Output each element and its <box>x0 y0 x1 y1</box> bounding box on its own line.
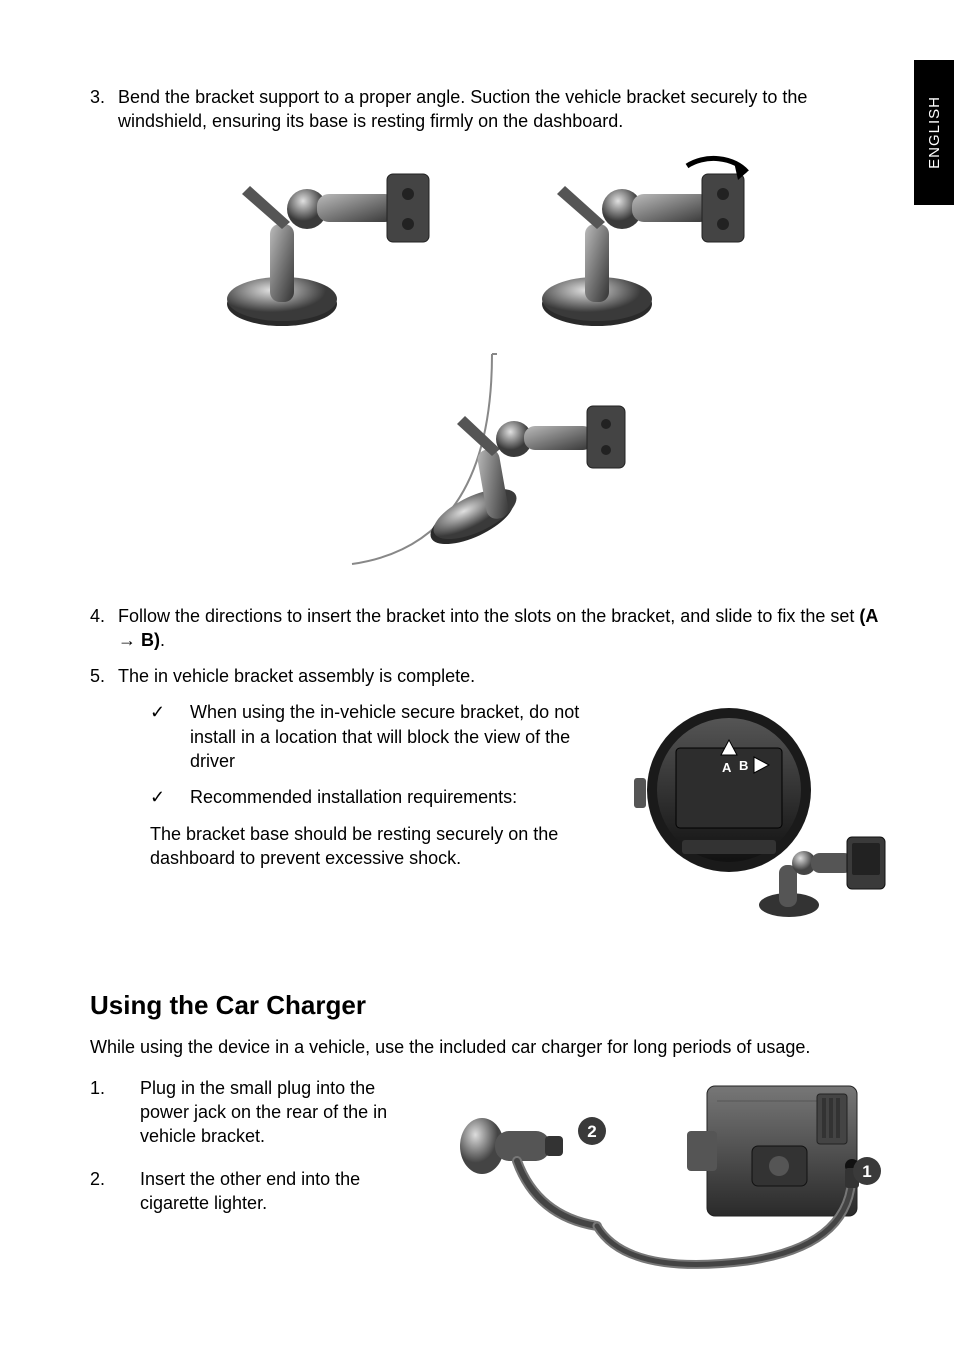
bracket-figure-row-2 <box>172 344 812 574</box>
step-4-number: 4. <box>90 604 118 653</box>
bracket-left-illustration <box>212 154 442 334</box>
check-icon: ✓ <box>150 700 190 773</box>
device-mount-illustration: A B <box>604 700 894 930</box>
check-item-2: ✓ Recommended installation requirements: <box>150 785 584 809</box>
step-4-text-a: Follow the directions to insert the brac… <box>118 606 859 626</box>
step-4-text-b: . <box>160 630 165 650</box>
step-5-left: ✓ When using the in-vehicle secure brack… <box>90 700 584 935</box>
charger-step-2-text: Insert the other end into the cigarette … <box>140 1167 420 1216</box>
step-3: 3. Bend the bracket support to a proper … <box>90 85 894 134</box>
charger-body: 1. Plug in the small plug into the power… <box>90 1076 894 1296</box>
charger-figure: 2 <box>440 1076 894 1296</box>
check-item-1: ✓ When using the in-vehicle secure brack… <box>150 700 584 773</box>
car-charger-illustration: 2 <box>447 1076 887 1296</box>
charger-steps: 1. Plug in the small plug into the power… <box>90 1076 420 1296</box>
step-4-text: Follow the directions to insert the brac… <box>118 604 894 653</box>
step-5-text: The in vehicle bracket assembly is compl… <box>118 664 894 688</box>
callout-1: 1 <box>862 1162 871 1181</box>
charger-step-1-text: Plug in the small plug into the power ja… <box>140 1076 420 1149</box>
step-5-number: 5. <box>90 664 118 688</box>
page-content: 3. Bend the bracket support to a proper … <box>0 0 954 1336</box>
step-5-para: The bracket base should be resting secur… <box>150 822 584 871</box>
label-a: A <box>722 760 732 775</box>
bracket-mounted-illustration <box>342 344 642 574</box>
check-icon: ✓ <box>150 785 190 809</box>
charger-step-1-num: 1. <box>90 1076 140 1149</box>
check-2-text: Recommended installation requirements: <box>190 785 584 809</box>
step-5: 5. The in vehicle bracket assembly is co… <box>90 664 894 688</box>
step-5-body: ✓ When using the in-vehicle secure brack… <box>90 700 894 935</box>
step-3-text: Bend the bracket support to a proper ang… <box>118 85 894 134</box>
callout-2: 2 <box>587 1122 596 1141</box>
step-3-number: 3. <box>90 85 118 134</box>
step-4: 4. Follow the directions to insert the b… <box>90 604 894 653</box>
charger-intro: While using the device in a vehicle, use… <box>90 1035 894 1059</box>
label-b: B <box>739 758 748 773</box>
charger-step-2: 2. Insert the other end into the cigaret… <box>90 1167 420 1216</box>
charger-step-2-num: 2. <box>90 1167 140 1216</box>
step-5-figure: A B <box>604 700 894 935</box>
bracket-figure-row-1 <box>172 154 812 334</box>
check-1-text: When using the in-vehicle secure bracket… <box>190 700 584 773</box>
charger-step-1: 1. Plug in the small plug into the power… <box>90 1076 420 1149</box>
charger-title: Using the Car Charger <box>90 990 894 1021</box>
bracket-figures <box>172 154 812 574</box>
bracket-right-illustration <box>522 154 772 334</box>
